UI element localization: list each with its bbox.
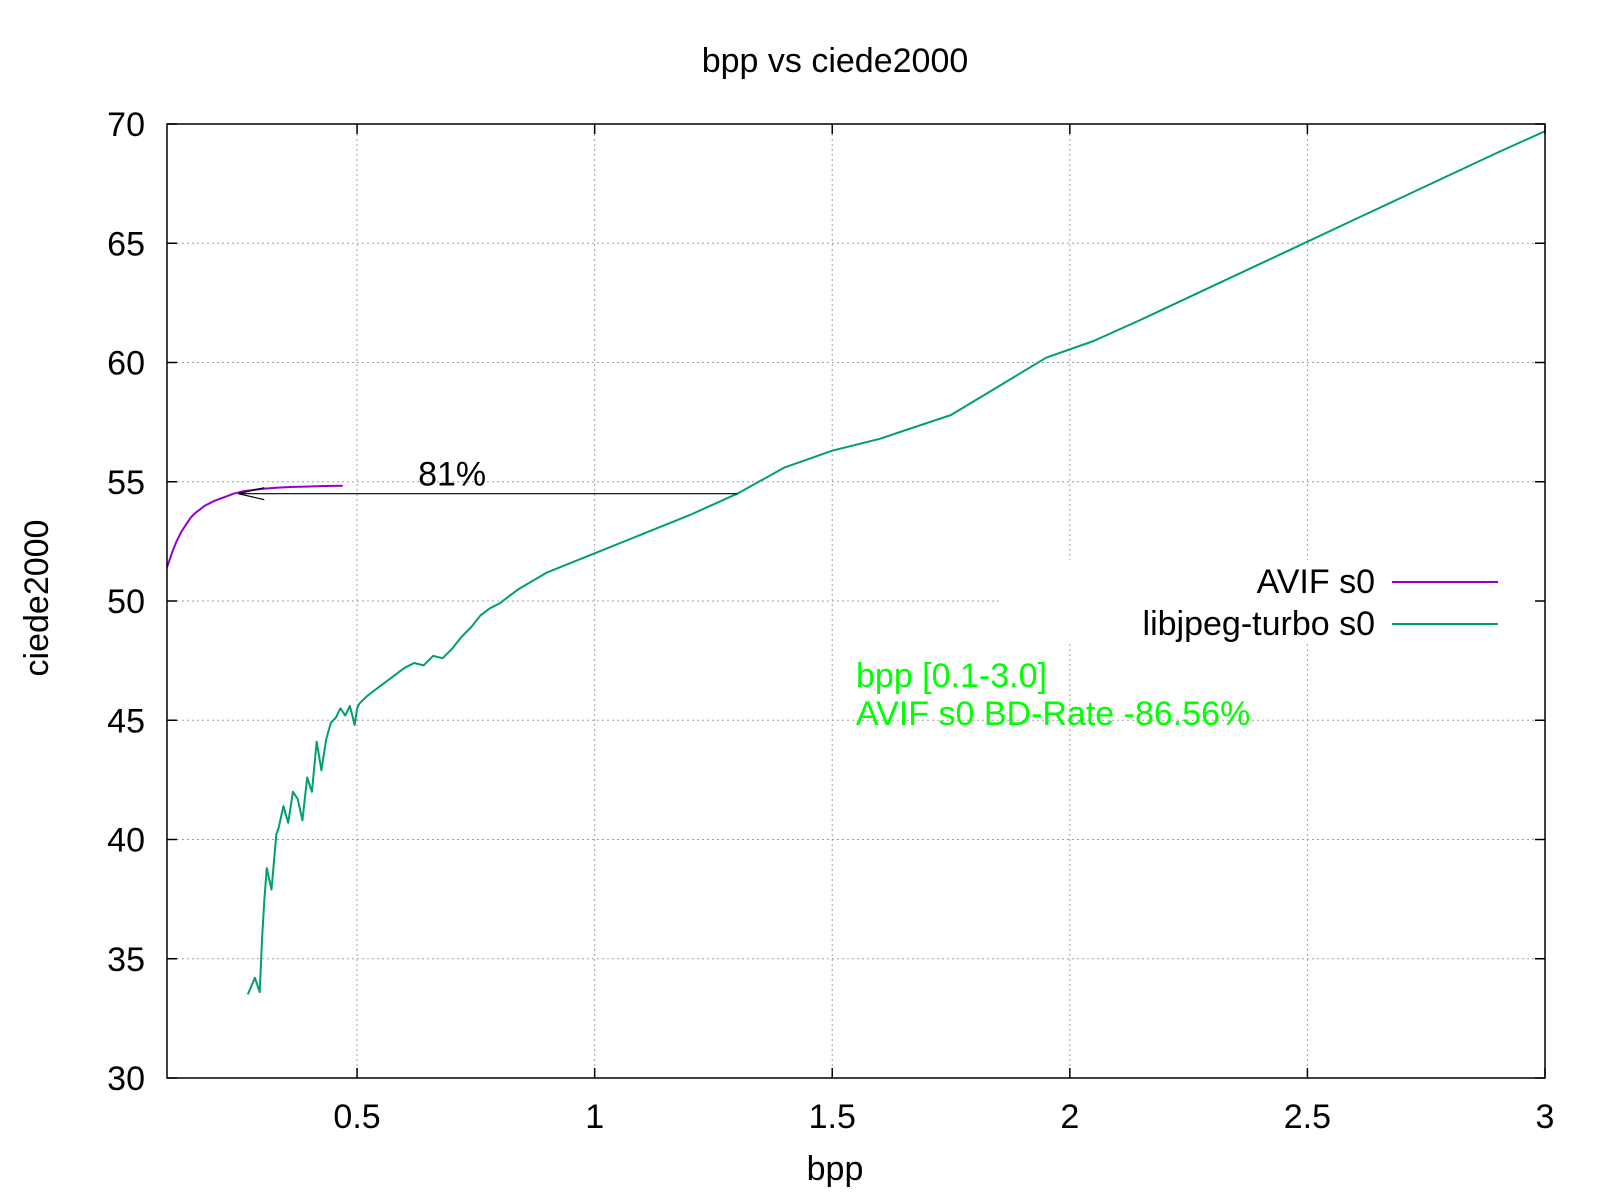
series-line-avif-s0: [166, 484, 343, 568]
y-tick-label: 30: [107, 1060, 145, 1098]
y-tick-label: 45: [107, 702, 145, 740]
legend-label: libjpeg-turbo s0: [1143, 605, 1375, 643]
x-tick-label: 0.5: [333, 1098, 380, 1136]
y-tick-label: 35: [107, 941, 145, 979]
legend-background: [1000, 560, 1535, 642]
x-tick-label: 1: [585, 1098, 604, 1136]
y-tick-label: 60: [107, 345, 145, 383]
y-axis-label: ciede2000: [18, 520, 56, 677]
bd-rate-info-line: AVIF s0 BD-Rate -86.56%: [856, 695, 1250, 733]
x-tick-label: 3: [1536, 1098, 1555, 1136]
x-tick-label: 1.5: [809, 1098, 856, 1136]
y-tick-label: 55: [107, 464, 145, 502]
y-tick-label: 40: [107, 822, 145, 860]
x-tick-label: 2: [1060, 1098, 1079, 1136]
arrow-head: [238, 487, 265, 501]
y-tick-label: 50: [107, 583, 145, 621]
x-axis-label: bpp: [807, 1150, 864, 1188]
y-tick-label: 65: [107, 225, 145, 263]
bd-rate-info-line: bpp [0.1-3.0]: [856, 657, 1047, 695]
ticks: 0.5 1 1.5 2 2.5 3 30 35 40 45 50 55 60 65 70: [107, 106, 1554, 1136]
x-tick-label: 2.5: [1284, 1098, 1331, 1136]
arrow-label: 81%: [418, 456, 486, 494]
series-layer: [166, 130, 1546, 995]
annotation-layer: 81% bpp [0.1-3.0]AVIF s0 BD-Rate -86.56%: [238, 456, 1250, 733]
chart-title: bpp vs ciede2000: [702, 42, 969, 80]
legend: AVIF s0 libjpeg-turbo s0: [1000, 560, 1535, 643]
legend-label: AVIF s0: [1257, 563, 1375, 601]
y-tick-label: 70: [107, 106, 145, 144]
series-line-libjpeg-turbo-s0: [246, 130, 1546, 995]
